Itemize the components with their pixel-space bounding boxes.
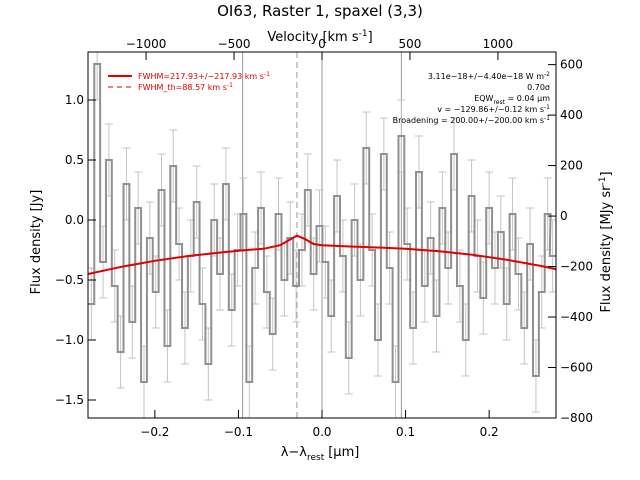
top-tick-label: −500 [218, 37, 251, 51]
y2-axis-label-end: ] [599, 171, 614, 176]
chart-title: OI63, Raster 1, spaxel (3,3) [217, 2, 423, 20]
y2-tick-label: −200 [560, 260, 593, 274]
annotation-flux: 3.11e−18+/−4.40e−18 W m-2 [428, 71, 550, 81]
top-tick-label: −1000 [126, 37, 167, 51]
axes: −0.2 −0.1 0.0 0.1 0.2 −1000 −500 0 500 1000 −1.5 −1… [55, 37, 593, 439]
top-tick-label: 1000 [483, 37, 514, 51]
top-axis-label: Velocity [km s-1] [267, 29, 372, 45]
top-axis-label-sup: -1 [359, 29, 368, 39]
top-tick-label: 500 [399, 37, 422, 51]
top-axis-label-end: ] [368, 30, 373, 45]
legend: FWHM=217.93+/−217.93 km s-1 FWHM_th=88.5… [108, 71, 270, 92]
y2-tick-label: −800 [560, 411, 593, 425]
plot-area [88, 52, 556, 418]
y2-axis-label-sup: -1 [598, 177, 608, 186]
y-tick-label: −1.5 [55, 393, 84, 407]
fit-annotations: 3.11e−18+/−4.40e−18 W m-2 0.70σ EQWrest … [393, 71, 551, 125]
annotation-eqw: EQWrest = 0.04 μm [474, 94, 550, 106]
x-axis-label-sub: rest [307, 453, 325, 463]
legend-label-solid: FWHM=217.93+/−217.93 km s-1 [138, 71, 270, 81]
thermal-fit-curve [263, 235, 323, 250]
y2-tick-label: 600 [560, 58, 583, 72]
x-tick-label: −0.2 [140, 425, 169, 439]
x-tick-label: −0.1 [224, 425, 253, 439]
annotation-broadening: Broadening = 200.00+/−200.00 km s-1 [393, 115, 551, 125]
y2-tick-label: 0 [560, 209, 568, 223]
x-axis-label: λ−λrest [μm] [281, 445, 360, 463]
y-tick-label: −1.0 [55, 333, 84, 347]
top-tick-label: 0 [318, 37, 326, 51]
y-tick-label: 1.0 [65, 93, 84, 107]
legend-label-dashed: FWHM_th=88.57 km s-1 [138, 82, 233, 92]
x-tick-label: 0.0 [312, 425, 331, 439]
y-tick-label: 0.0 [65, 213, 84, 227]
x-axis-label-unit: [μm] [328, 445, 359, 460]
y-tick-label: 0.5 [65, 153, 84, 167]
y2-tick-label: −400 [560, 310, 593, 324]
y2-tick-label: 400 [560, 108, 583, 122]
annotation-sigma: 0.70σ [527, 83, 550, 92]
x-tick-label: 0.1 [396, 425, 415, 439]
y2-tick-label: −600 [560, 361, 593, 375]
x-tick-label: 0.2 [480, 425, 499, 439]
y2-axis-label: Flux density [MJy sr-1] [598, 171, 614, 312]
y-axis-label: Flux density [Jy] [29, 190, 44, 295]
annotation-velocity: v = −129.86+/−0.12 km s-1 [437, 104, 550, 114]
y2-tick-label: 200 [560, 159, 583, 173]
y-tick-label: −0.5 [55, 273, 84, 287]
